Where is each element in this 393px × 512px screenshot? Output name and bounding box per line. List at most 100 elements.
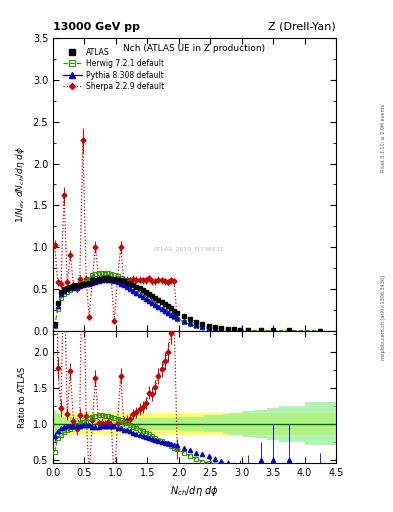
Y-axis label: $1/N_{ev}\ dN_{ch}/d\eta\ d\phi$: $1/N_{ev}\ dN_{ch}/d\eta\ d\phi$ [14,146,27,223]
Bar [100,413,103,435]
Bar [279,413,305,435]
X-axis label: $N_{ch}/d\eta\ d\phi$: $N_{ch}/d\eta\ d\phi$ [170,484,219,498]
Bar [81,418,84,430]
Text: Nch (ATLAS UE in Z production): Nch (ATLAS UE in Z production) [123,44,266,53]
Bar [129,413,132,435]
Bar [53,410,56,438]
Bar [210,413,217,435]
Bar [135,418,138,430]
Bar [179,417,185,431]
Bar [116,418,119,430]
Bar [53,413,56,435]
Bar [229,413,235,435]
Bar [88,418,91,430]
Bar [100,418,103,430]
Bar [107,418,110,430]
Bar [59,413,62,435]
Bar [235,413,242,435]
Bar [56,413,59,435]
Bar [157,418,160,430]
Bar [72,413,75,435]
Bar [147,418,151,430]
Bar [81,413,84,435]
Text: 13000 GeV pp: 13000 GeV pp [53,22,140,32]
Bar [132,418,135,430]
Bar [176,418,179,430]
Bar [179,413,185,435]
Bar [173,418,176,430]
Bar [144,418,147,430]
Bar [163,413,166,435]
Bar [56,413,59,435]
Bar [119,413,122,435]
Bar [198,413,204,435]
Bar [72,418,75,430]
Bar [305,413,336,435]
Bar [122,413,125,435]
Bar [91,418,94,430]
Bar [88,413,91,435]
Bar [113,413,116,435]
Bar [141,418,144,430]
Bar [147,413,151,435]
Bar [157,413,160,435]
Bar [66,413,69,435]
Y-axis label: Ratio to ATLAS: Ratio to ATLAS [18,366,27,428]
Bar [122,418,125,430]
Bar [66,417,69,431]
Bar [223,413,229,435]
Bar [169,418,173,430]
Bar [254,410,267,438]
Bar [78,418,81,430]
Bar [84,413,88,435]
Bar [110,413,113,435]
Bar [97,418,100,430]
Bar [242,411,254,437]
Bar [176,413,179,435]
Bar [97,413,100,435]
Bar [254,413,267,435]
Bar [113,418,116,430]
Bar [204,413,210,435]
Bar [217,415,223,433]
Bar [132,413,135,435]
Bar [166,413,169,435]
Text: mcplots.cern.ch [arXiv:1306.3436]: mcplots.cern.ch [arXiv:1306.3436] [381,275,386,360]
Bar [151,413,154,435]
Bar [204,415,210,433]
Bar [62,417,66,431]
Bar [69,417,72,431]
Bar [78,413,81,435]
Text: ATLAS_2019_I1736531: ATLAS_2019_I1736531 [154,246,224,251]
Bar [160,413,163,435]
Bar [110,418,113,430]
Bar [191,413,198,435]
Bar [107,413,110,435]
Bar [103,413,107,435]
Bar [141,413,144,435]
Bar [160,418,163,430]
Bar [151,418,154,430]
Bar [198,417,204,431]
Legend: ATLAS, Herwig 7.2.1 default, Pythia 8.308 default, Sherpa 2.2.9 default: ATLAS, Herwig 7.2.1 default, Pythia 8.30… [60,45,167,94]
Bar [185,417,191,431]
Bar [116,413,119,435]
Bar [267,413,279,435]
Bar [166,418,169,430]
Bar [210,415,217,433]
Bar [94,413,97,435]
Bar [135,413,138,435]
Bar [154,418,157,430]
Bar [217,413,223,435]
Bar [138,413,141,435]
Bar [69,413,72,435]
Bar [169,413,173,435]
Bar [223,414,229,434]
Bar [235,413,242,435]
Bar [75,418,78,430]
Bar [125,413,129,435]
Bar [75,413,78,435]
Bar [84,418,88,430]
Bar [129,418,132,430]
Text: Z (Drell-Yan): Z (Drell-Yan) [268,22,336,32]
